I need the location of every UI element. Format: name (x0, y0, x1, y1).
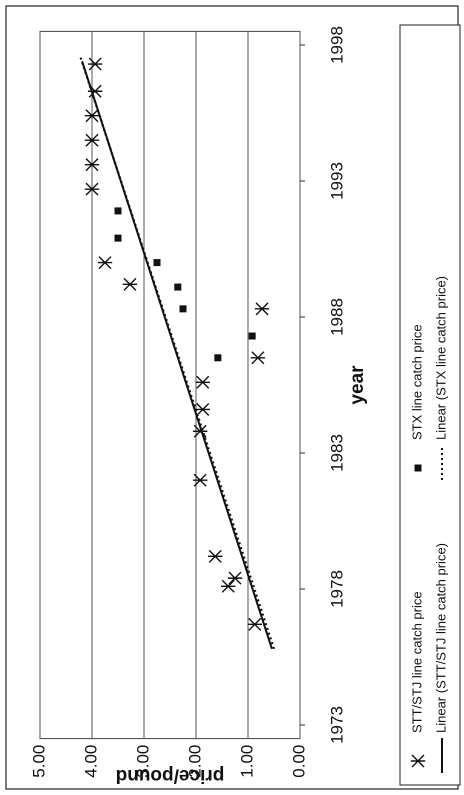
x-tick-label: 1993 (327, 162, 346, 200)
star-marker (221, 579, 236, 593)
star-marker (195, 402, 210, 416)
star-marker (254, 302, 270, 316)
star-marker (97, 256, 113, 270)
star-marker (227, 571, 243, 585)
square-marker (174, 283, 182, 291)
chart-frame (5, 5, 459, 790)
legend-label: STT/STJ line catch price (409, 591, 424, 733)
x-tick-label: 1998 (327, 26, 346, 64)
square-marker (114, 234, 122, 242)
legend-label: Linear (STT/STJ line catch price) (433, 543, 448, 733)
y-tick-label: 4.00 (81, 745, 100, 778)
x-axis-title: year (347, 365, 368, 405)
star-marker (195, 375, 210, 389)
square-marker (114, 207, 122, 215)
square-marker (153, 259, 161, 267)
star-marker (250, 351, 266, 365)
star-marker (84, 158, 100, 172)
star-marker (84, 133, 100, 147)
y-tick-label: 1.00 (237, 745, 256, 778)
x-tick-label: 1988 (327, 298, 346, 336)
star-marker (84, 109, 100, 123)
plot-area (39, 30, 301, 740)
y-tick-label: 2.00 (185, 745, 204, 778)
legend-marker (414, 464, 422, 472)
star-marker (247, 617, 262, 631)
star-marker (122, 277, 138, 291)
star-marker (208, 549, 223, 563)
x-tick-label: 1973 (327, 706, 346, 744)
y-tick-label: 0.00 (289, 745, 308, 778)
star-marker (84, 182, 100, 196)
square-marker (214, 354, 222, 362)
square-marker (179, 305, 187, 313)
legend-marker (410, 754, 426, 768)
y-tick-label: 5.00 (29, 745, 48, 778)
square-marker (248, 332, 256, 340)
y-tick-label: 3.00 (133, 745, 152, 778)
rotated-chart: year price/pound 0.00 1.00 2.00 3.00 4.00 5.0… (5, 5, 461, 790)
star-marker (192, 424, 208, 438)
legend-box (399, 24, 461, 786)
legend-label: STX line catch price (409, 324, 424, 440)
y-axis-title: price/pound (116, 765, 225, 786)
star-marker (87, 57, 103, 71)
trend-line (78, 55, 276, 650)
x-tick-label: 1983 (327, 434, 346, 472)
x-tick-label: 1978 (327, 570, 346, 608)
star-marker (192, 473, 208, 487)
legend-label: Linear (STX line catch price) (433, 276, 448, 440)
